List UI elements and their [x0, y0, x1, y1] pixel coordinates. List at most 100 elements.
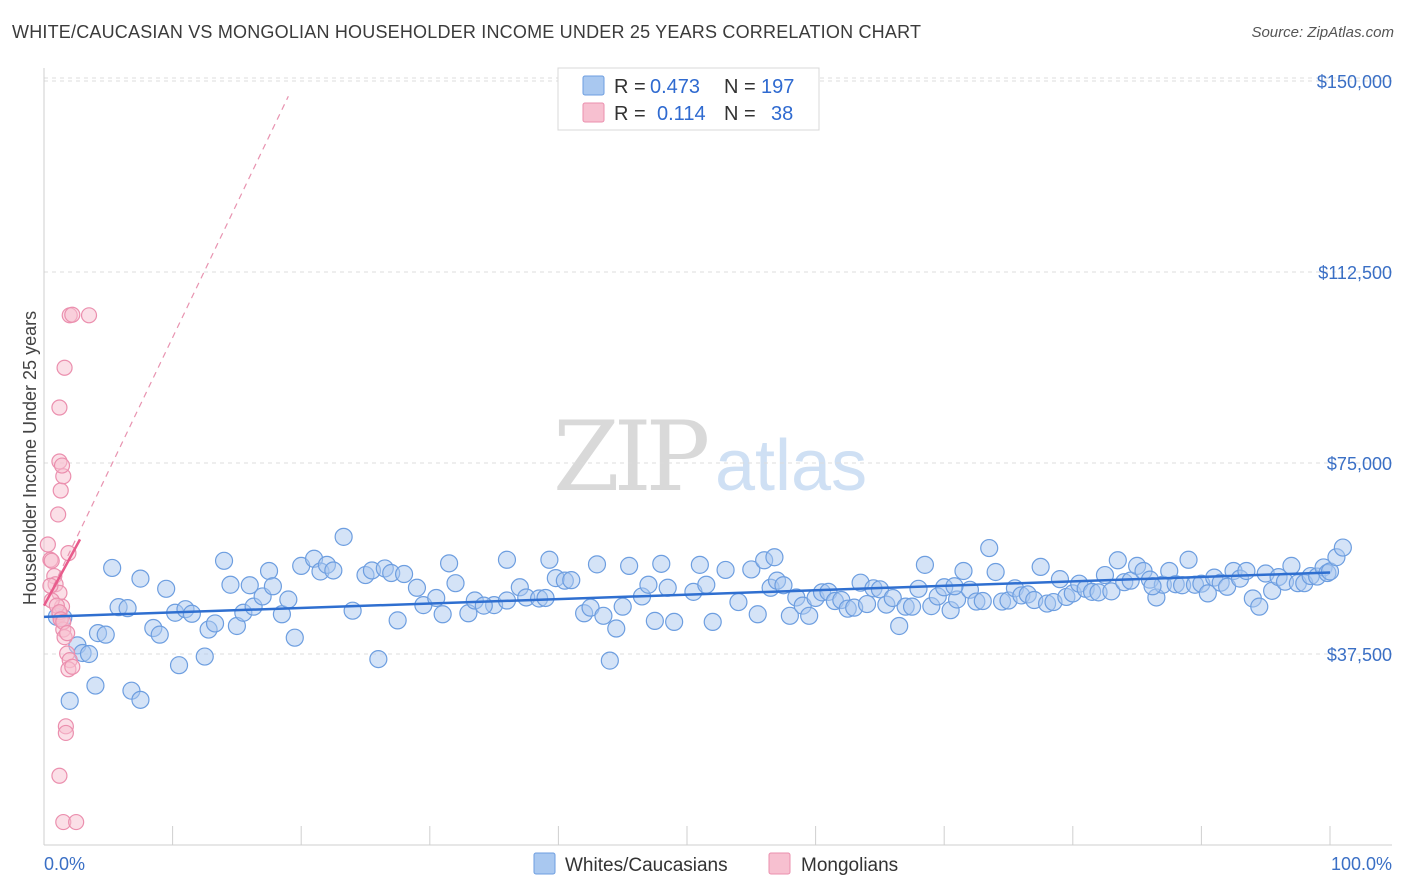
whites-point — [536, 588, 555, 608]
whites-point — [613, 597, 632, 616]
whites-point — [986, 562, 1005, 582]
trend-line-mongolians — [42, 538, 82, 607]
whites-point — [150, 625, 169, 644]
whites-point — [973, 591, 992, 611]
legend-r-value-mongolians: 0.114 — [657, 103, 706, 125]
trend-line-whites — [43, 571, 1331, 619]
legend-swatch-mongolians — [582, 102, 605, 123]
mongolians-point — [80, 307, 98, 324]
whites-point — [369, 649, 388, 669]
bottom-legend-label-mongolians: Mongolians — [801, 855, 898, 876]
whites-point — [652, 554, 671, 573]
whites-point — [1333, 538, 1352, 557]
whites-point — [703, 612, 722, 632]
whites-point — [902, 597, 922, 616]
whites-point — [1108, 551, 1127, 570]
trend-lines — [42, 96, 1331, 619]
mongolians-point — [53, 457, 71, 474]
whites-point — [645, 611, 664, 630]
whites-point — [407, 578, 427, 597]
whites-point — [1102, 582, 1121, 601]
y-tick-label: $37,500 — [1327, 645, 1392, 665]
whites-point — [729, 592, 748, 612]
legend-n-label-mongolians: N = — [724, 103, 756, 125]
whites-point — [1031, 557, 1050, 577]
whites-point — [748, 605, 767, 624]
mongolians-point — [64, 306, 81, 323]
mongolians-point — [52, 482, 69, 499]
whites-point — [195, 647, 214, 666]
chart-title: WHITE/CAUCASIAN VS MONGOLIAN HOUSEHOLDER… — [12, 22, 922, 42]
whites-point — [446, 574, 465, 593]
mongolians-point — [64, 658, 81, 675]
whites-point — [157, 579, 176, 598]
whites-point — [324, 561, 343, 580]
whites-point — [607, 619, 626, 638]
whites-point — [259, 561, 279, 581]
whites-point — [1237, 561, 1256, 581]
whites-point — [86, 676, 105, 695]
whites-point — [474, 596, 493, 615]
mongolians-point — [51, 767, 68, 784]
whites-point — [620, 556, 639, 575]
whites-point — [639, 575, 658, 594]
watermark-zip: ZIP — [553, 401, 708, 513]
whites-point — [205, 614, 225, 633]
legend-n-value-mongolians: 38 — [771, 103, 793, 125]
y-tick-labels: $37,500 $75,000 $112,500 $150,000 — [1317, 72, 1392, 665]
mongolians-point — [43, 552, 60, 569]
mongolians-point — [68, 813, 85, 831]
mongolians-point — [56, 359, 73, 376]
whites-point — [765, 548, 784, 567]
mongolians-point — [59, 625, 76, 642]
whites-point — [79, 644, 99, 664]
whites-point — [1282, 556, 1301, 575]
whites-point — [915, 555, 935, 574]
whites-point — [562, 571, 581, 590]
whites-point — [497, 550, 517, 569]
whites-point — [240, 576, 259, 595]
whites-point — [587, 555, 607, 574]
legend-r-label-mongolians: R = — [614, 103, 646, 125]
whites-point — [263, 577, 283, 596]
bottom-legend-label-whites: Whites/Caucasians — [565, 855, 728, 876]
whites-point — [214, 551, 234, 570]
whites-point — [980, 538, 999, 558]
whites-point — [221, 575, 240, 594]
x-tick-label-left: 0.0% — [44, 854, 85, 874]
legend-r-label-whites: R = — [614, 76, 646, 98]
whites-point — [600, 651, 619, 670]
whites-point — [131, 690, 150, 709]
source-label: Source: ZipAtlas.com — [1251, 24, 1394, 41]
series-whites — [47, 527, 1352, 710]
whites-point — [658, 578, 677, 597]
whites-point — [1179, 550, 1198, 569]
whites-point — [131, 569, 150, 588]
whites-point — [96, 625, 115, 644]
whites-point — [394, 564, 414, 584]
whites-point — [697, 575, 716, 594]
whites-point — [1143, 577, 1162, 596]
whites-point — [594, 606, 613, 625]
watermark: ZIP atlas — [553, 401, 867, 513]
whites-point — [433, 605, 452, 624]
axes — [43, 68, 1392, 846]
whites-point — [60, 691, 79, 710]
whites-point — [800, 606, 819, 625]
mongolians-point — [50, 506, 67, 523]
y-tick-label: $75,000 — [1327, 454, 1392, 474]
y-tick-label: $150,000 — [1317, 72, 1392, 92]
mongolians-point — [39, 536, 56, 553]
series-legend: Whites/Caucasians Mongolians — [533, 852, 898, 876]
whites-point — [857, 594, 877, 614]
whites-point — [1050, 570, 1070, 589]
whites-point — [909, 579, 928, 598]
whites-point — [690, 555, 709, 574]
whites-point — [285, 628, 304, 647]
whites-point — [1250, 597, 1269, 616]
whites-point — [665, 612, 684, 632]
whites-point — [774, 576, 793, 595]
series-mongolians — [39, 306, 98, 831]
whites-point — [890, 616, 909, 636]
